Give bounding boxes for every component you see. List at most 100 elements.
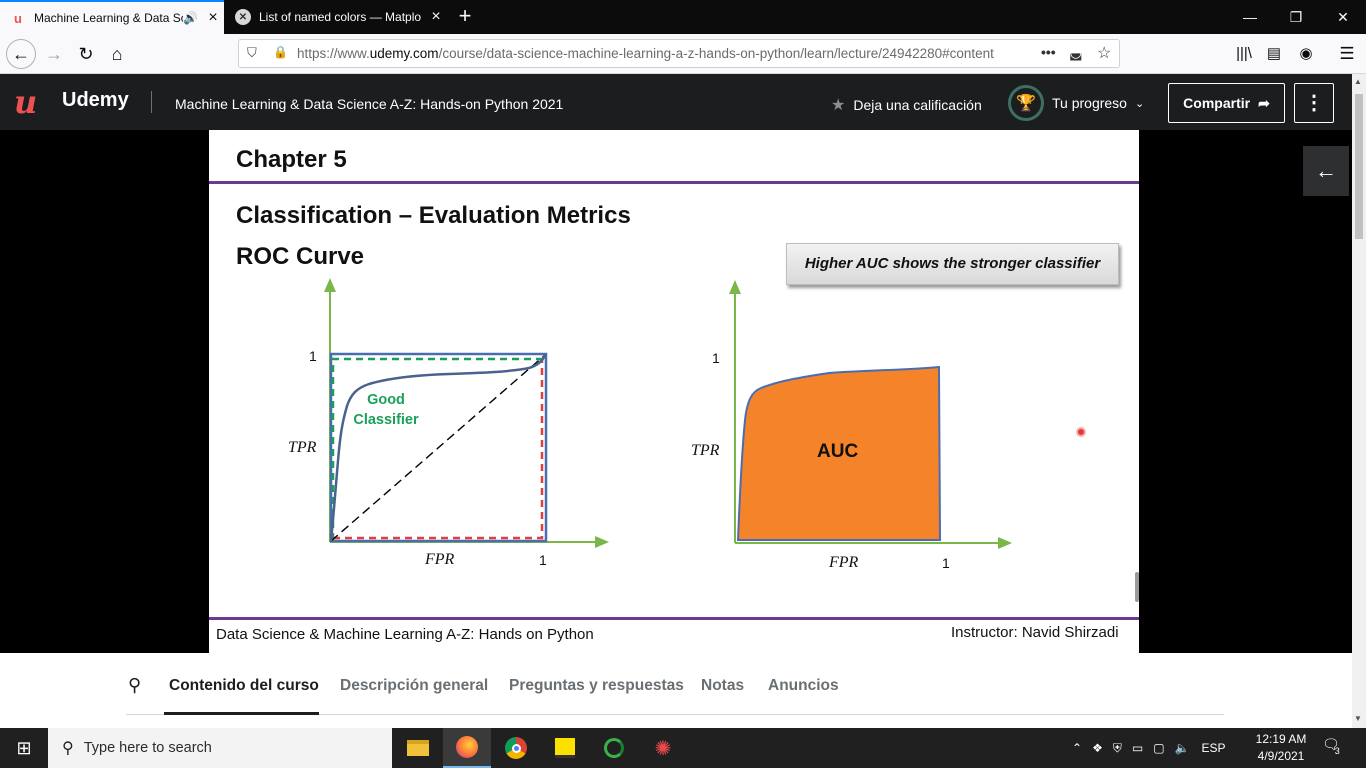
- shield-icon[interactable]: ⛉: [247, 45, 257, 60]
- tab-notes[interactable]: Notas: [701, 677, 745, 694]
- tab-title: List of named colors — Matplo: [259, 10, 422, 24]
- slide-footer-course: Data Science & Machine Learning A-Z: Han…: [216, 626, 594, 643]
- url-text: https://www.udemy.com/course/data-scienc…: [297, 46, 994, 61]
- forward-button[interactable]: →: [45, 44, 63, 64]
- share-arrow-icon: ➦: [1258, 94, 1270, 111]
- share-label: Compartir: [1183, 95, 1251, 111]
- tab-overview[interactable]: Descripción general: [340, 677, 489, 694]
- tab-announcements[interactable]: Anuncios: [768, 677, 839, 694]
- minimize-button[interactable]: —: [1243, 9, 1257, 25]
- language-indicator[interactable]: ESP: [1201, 741, 1226, 755]
- search-icon: ⚲: [62, 740, 74, 757]
- left-x-one-label: 1: [539, 552, 547, 568]
- share-button[interactable]: Compartir ➦: [1168, 83, 1285, 123]
- url-bar[interactable]: ⛉ 🔒 https://www.udemy.com/course/data-sc…: [238, 39, 1120, 68]
- firefox-icon[interactable]: [443, 728, 491, 768]
- trophy-icon: 🏆: [1008, 85, 1044, 121]
- navigation-bar: ← → ↻ ⌂ ⛉ 🔒 https://www.udemy.com/course…: [0, 34, 1366, 74]
- left-roc-plot: [324, 278, 609, 548]
- search-icon[interactable]: ⚲: [128, 675, 142, 695]
- course-tabs-bar: ⚲ Contenido del curso Descripción genera…: [0, 653, 1352, 728]
- slide-heading: Classification – Evaluation Metrics: [236, 202, 631, 229]
- slide-bottom-rule: [209, 617, 1139, 620]
- laser-pointer-icon: [1076, 427, 1086, 437]
- good-classifier-curve: [329, 354, 547, 542]
- back-button[interactable]: ←: [6, 39, 36, 69]
- left-y-one-label: 1: [309, 348, 317, 364]
- left-y-label: TPR: [288, 439, 317, 456]
- new-tab-button[interactable]: +: [458, 3, 472, 28]
- show-hidden-icons-icon[interactable]: ⌃: [1072, 741, 1083, 755]
- slide-scroll-indicator: [1135, 572, 1139, 602]
- close-tab-icon[interactable]: ×: [208, 9, 218, 26]
- windows-start-icon[interactable]: ⊞: [16, 738, 32, 758]
- expand-sidebar-button[interactable]: ←: [1303, 146, 1349, 196]
- sidebar-icon[interactable]: ▤: [1266, 45, 1282, 62]
- sync-app-icon[interactable]: [590, 728, 638, 768]
- restore-button[interactable]: ❐: [1289, 9, 1303, 25]
- clock-time: 12:19 AM: [1255, 732, 1307, 746]
- menu-icon[interactable]: ☰: [1339, 44, 1355, 63]
- network-icon[interactable]: ▢: [1153, 741, 1165, 755]
- speaker-icon[interactable]: 🔊: [183, 11, 198, 25]
- udemy-logo-icon[interactable]: u: [14, 83, 38, 121]
- library-icon[interactable]: |||\: [1236, 45, 1252, 62]
- bookmark-star-icon[interactable]: ☆: [1097, 45, 1112, 62]
- star-icon: ★: [831, 97, 846, 114]
- lock-icon[interactable]: 🔒: [273, 45, 288, 59]
- web-app-icon[interactable]: ✺: [654, 737, 672, 760]
- tab-title: Machine Learning & Data Sci: [34, 11, 184, 25]
- dropbox-icon[interactable]: ❖: [1092, 741, 1103, 755]
- slide-chapter: Chapter 5: [236, 146, 347, 173]
- udemy-logo[interactable]: Udemy: [62, 89, 129, 111]
- page-scrollbar[interactable]: ▲ ▼: [1352, 74, 1366, 728]
- matplotlib-favicon-icon: ✕: [235, 9, 251, 25]
- file-explorer-icon[interactable]: [394, 728, 442, 768]
- scroll-up-icon[interactable]: ▲: [1354, 77, 1362, 86]
- pocket-icon[interactable]: ◛: [1069, 44, 1083, 60]
- slide-subheading: ROC Curve: [236, 243, 365, 270]
- notification-count: 3: [1334, 746, 1340, 756]
- auc-area: [736, 365, 942, 541]
- security-icon[interactable]: ⛨: [1112, 740, 1122, 755]
- right-y-one-label: 1: [712, 350, 720, 366]
- page-actions-icon[interactable]: •••: [1041, 44, 1056, 60]
- battery-icon[interactable]: ▭: [1131, 741, 1144, 755]
- sticky-notes-icon[interactable]: [541, 728, 589, 768]
- left-ideal-box: [329, 352, 548, 543]
- rate-course-button[interactable]: ★ Deja una calificación: [831, 95, 982, 115]
- roc-diagrams: [324, 278, 1012, 549]
- notifications-icon[interactable]: 🗨3: [1322, 736, 1340, 756]
- tab-course-content[interactable]: Contenido del curso: [169, 677, 319, 694]
- udemy-header: u Udemy Machine Learning & Data Science …: [0, 74, 1352, 130]
- scrollbar-thumb[interactable]: [1355, 94, 1363, 239]
- left-x-label: FPR: [425, 551, 455, 568]
- home-button[interactable]: ⌂: [111, 44, 123, 64]
- slide-footer-instructor: Instructor: Navid Shirzadi: [951, 624, 1119, 641]
- random-classifier-line: [330, 354, 546, 542]
- close-tab-icon[interactable]: ×: [431, 8, 441, 25]
- udemy-favicon-icon: u: [14, 10, 22, 26]
- volume-icon[interactable]: 🔈: [1174, 741, 1190, 755]
- reload-button[interactable]: ↻: [78, 44, 94, 64]
- slide-top-rule: [209, 181, 1139, 184]
- tab-qa[interactable]: Preguntas y respuestas: [509, 677, 684, 694]
- close-window-button[interactable]: ✕: [1337, 9, 1349, 25]
- course-title[interactable]: Machine Learning & Data Science A-Z: Han…: [175, 96, 564, 112]
- browser-tab-udemy[interactable]: u Machine Learning & Data Sci 🔊 ×: [0, 0, 224, 34]
- system-tray: ⌃ ❖ ⛨ ▭ ▢ 🔈 ESP: [1072, 728, 1226, 768]
- more-options-button[interactable]: ⋮: [1294, 83, 1334, 123]
- taskbar-search-box[interactable]: ⚲ Type here to search: [48, 728, 392, 768]
- clock-date: 4/9/2021: [1257, 749, 1305, 763]
- chrome-icon[interactable]: [492, 728, 540, 768]
- scroll-down-icon[interactable]: ▼: [1354, 714, 1362, 723]
- browser-tab-matplotlib[interactable]: ✕ List of named colors — Matplo ×: [225, 0, 447, 34]
- rate-label: Deja una calificación: [853, 97, 982, 113]
- video-player[interactable]: Chapter 5 Classification – Evaluation Me…: [0, 130, 1352, 653]
- account-icon[interactable]: ◉: [1299, 45, 1313, 62]
- system-clock[interactable]: 12:19 AM 4/9/2021: [1245, 731, 1317, 765]
- good-classifier-label: Good Classifier: [353, 392, 419, 428]
- progress-button[interactable]: 🏆 Tu progreso ⌄: [1008, 85, 1144, 121]
- green-dashed-bound: [331, 357, 542, 540]
- right-x-label: FPR: [829, 554, 859, 571]
